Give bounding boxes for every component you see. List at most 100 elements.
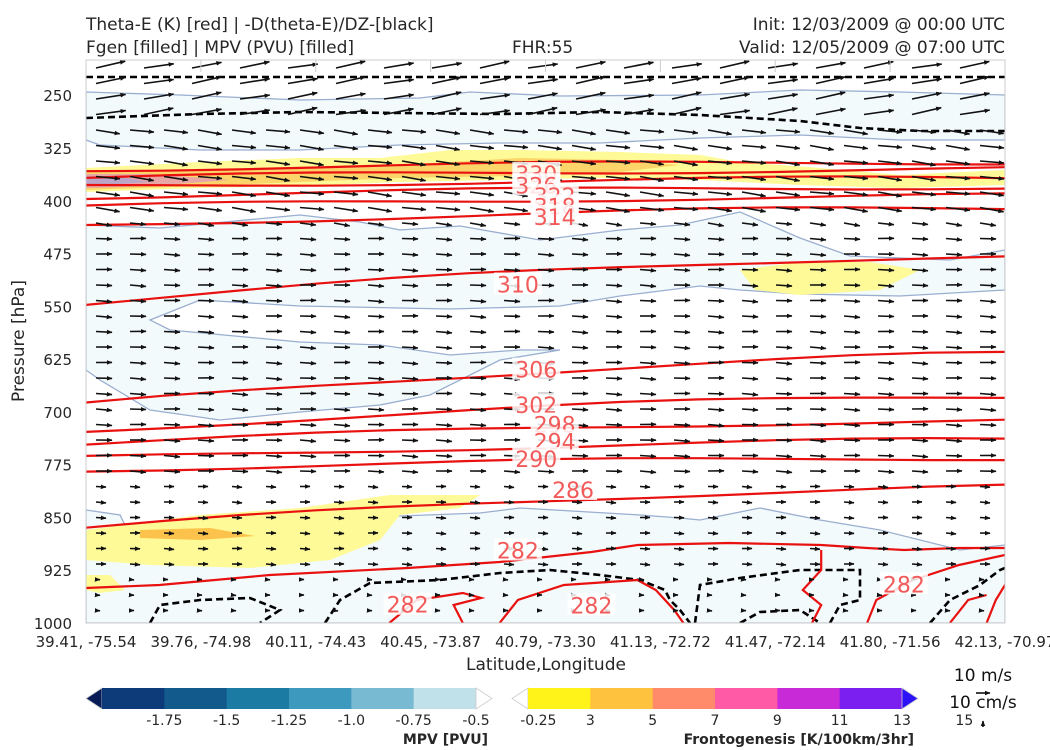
wind-vector <box>435 129 461 136</box>
wind-vector <box>571 531 583 536</box>
wind-vector <box>299 160 325 167</box>
wind-vector <box>719 76 750 85</box>
wind-vector <box>815 61 847 69</box>
wind-vector <box>673 191 699 197</box>
wind-vector <box>809 314 827 319</box>
wind-vector <box>129 191 155 198</box>
wind-vector <box>503 221 521 227</box>
x-tick-label: 42.13, -70.97 <box>955 633 1050 651</box>
wind-vector <box>537 469 555 474</box>
wind-vector <box>265 298 283 304</box>
wind-vector <box>707 144 733 151</box>
wind-vector <box>265 469 283 475</box>
wind-vector <box>163 206 189 212</box>
wind-vector <box>671 62 703 69</box>
y-tick-label: 925 <box>43 562 72 580</box>
wind-vector <box>197 175 223 181</box>
wind-vector <box>163 530 175 536</box>
wind-vector <box>673 129 699 135</box>
wind-vector <box>469 422 487 428</box>
forecast-hour: FHR:55 <box>512 38 574 58</box>
theta-e-line <box>86 541 1005 590</box>
wind-vector <box>469 407 487 413</box>
wind-vector <box>95 144 121 150</box>
wind-vector <box>367 160 393 166</box>
wind-vector <box>673 206 699 212</box>
y-tick-label: 250 <box>43 87 72 105</box>
wind-vector <box>231 422 249 428</box>
wind-vector <box>163 361 181 366</box>
wind-vector <box>575 91 606 100</box>
wind-vector <box>299 129 325 135</box>
wind-vector <box>537 144 563 151</box>
wind-vector <box>435 531 447 536</box>
wind-vector <box>503 144 529 150</box>
wind-vector <box>231 392 249 397</box>
wind-vector <box>809 422 827 428</box>
colorbar-swatch <box>413 688 477 709</box>
y-tick-label: 775 <box>43 457 72 475</box>
wind-vector <box>231 222 249 227</box>
wind-vector <box>945 144 971 152</box>
wind-vector <box>503 298 521 304</box>
wind-vector <box>911 160 937 167</box>
wind-vector <box>143 106 174 116</box>
wind-vector <box>911 62 943 69</box>
wind-vector <box>673 345 691 351</box>
wind-vector <box>299 360 317 366</box>
x-tick-label: 41.13, -72.72 <box>610 633 711 651</box>
wind-vector <box>571 407 589 412</box>
wind-vector <box>571 160 597 166</box>
wind-vector <box>299 329 317 335</box>
colorbar-swatch <box>777 688 841 709</box>
wind-vector <box>707 500 719 505</box>
wind-vector <box>197 129 223 136</box>
wind-vector <box>605 407 623 413</box>
wind-vector <box>877 221 895 227</box>
wind-vector <box>163 175 189 182</box>
wind-vector <box>945 314 963 319</box>
wind-vector <box>945 515 957 521</box>
wind-vector <box>741 469 759 474</box>
wind-vector <box>767 92 799 100</box>
wind-vector <box>287 91 318 100</box>
wind-vector <box>673 454 691 459</box>
wind-vector <box>503 562 515 567</box>
wind-vector <box>843 144 869 151</box>
wind-vector <box>877 283 895 289</box>
wind-vector <box>911 252 929 258</box>
wind-vector <box>537 562 549 567</box>
wind-vector <box>815 75 846 85</box>
wind-vector <box>979 222 997 228</box>
wind-vector <box>163 469 181 474</box>
wind-vector <box>707 160 733 166</box>
wind-vector <box>129 160 155 166</box>
wind-vector <box>605 422 623 428</box>
wind-vector <box>775 252 793 257</box>
wind-vector <box>163 144 189 151</box>
wind-vector <box>95 391 113 397</box>
wind-vector <box>741 160 767 166</box>
wind-vector <box>367 561 379 567</box>
wind-vector <box>129 283 147 289</box>
wind-vector <box>469 175 495 181</box>
wind-vector <box>335 60 366 69</box>
wind-vector <box>843 191 869 197</box>
colorbar-swatch <box>715 688 778 709</box>
wind-vector <box>129 469 147 475</box>
wind-vector <box>95 175 121 181</box>
wind-vector <box>741 191 767 198</box>
wind-vector <box>299 237 317 242</box>
colorbar-tick-label: -1.75 <box>146 713 182 729</box>
wind-vector <box>333 206 359 213</box>
x-tick-label: 40.45, -73.87 <box>380 633 481 651</box>
wind-vector <box>775 345 793 350</box>
wind-vector <box>605 500 617 505</box>
colorbar-tick-label: -1.0 <box>338 713 365 729</box>
wind-vector <box>775 438 793 443</box>
wind-vector <box>571 515 583 521</box>
theta-e-line <box>985 584 1005 623</box>
wind-vector <box>163 283 181 288</box>
wind-vector <box>197 191 223 196</box>
wind-vector <box>333 391 351 397</box>
